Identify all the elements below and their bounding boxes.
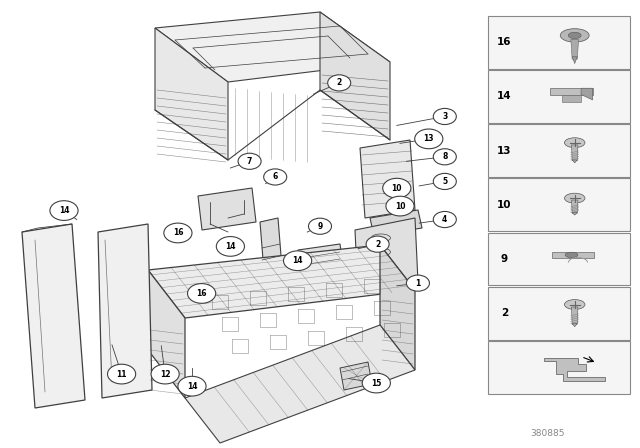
Text: 10: 10	[392, 184, 402, 193]
Circle shape	[433, 149, 456, 165]
Polygon shape	[562, 95, 581, 102]
Text: 14: 14	[225, 242, 236, 251]
Circle shape	[433, 211, 456, 228]
Circle shape	[415, 129, 443, 149]
Text: 13: 13	[497, 146, 511, 155]
Text: 9: 9	[317, 222, 323, 231]
Text: 6: 6	[273, 172, 278, 181]
Circle shape	[238, 153, 261, 169]
Text: 10: 10	[497, 200, 511, 210]
Circle shape	[108, 364, 136, 384]
FancyBboxPatch shape	[488, 233, 630, 285]
Text: 2: 2	[337, 78, 342, 87]
Text: 15: 15	[371, 379, 381, 388]
Polygon shape	[544, 358, 605, 381]
Polygon shape	[572, 307, 578, 324]
Circle shape	[308, 218, 332, 234]
Polygon shape	[185, 325, 415, 443]
Ellipse shape	[568, 32, 581, 39]
Ellipse shape	[564, 138, 585, 148]
Circle shape	[188, 284, 216, 303]
Polygon shape	[552, 252, 594, 258]
Circle shape	[328, 75, 351, 91]
Circle shape	[383, 178, 411, 198]
Ellipse shape	[564, 193, 585, 203]
Circle shape	[216, 237, 244, 256]
Polygon shape	[370, 210, 422, 236]
Circle shape	[151, 364, 179, 384]
Text: 4: 4	[442, 215, 447, 224]
Text: 8: 8	[442, 152, 447, 161]
Circle shape	[433, 173, 456, 190]
Circle shape	[50, 201, 78, 220]
Text: 16: 16	[173, 228, 183, 237]
Ellipse shape	[561, 29, 589, 42]
Polygon shape	[155, 12, 390, 82]
FancyBboxPatch shape	[488, 70, 630, 123]
Circle shape	[366, 236, 389, 252]
Polygon shape	[22, 224, 85, 408]
Polygon shape	[98, 224, 152, 398]
Text: 14: 14	[59, 206, 69, 215]
Polygon shape	[571, 39, 579, 59]
Polygon shape	[320, 12, 390, 140]
Text: 9: 9	[500, 254, 508, 264]
Polygon shape	[572, 323, 577, 327]
Circle shape	[433, 108, 456, 125]
Circle shape	[386, 196, 414, 216]
Polygon shape	[380, 245, 415, 370]
Circle shape	[362, 373, 390, 393]
Text: 14: 14	[292, 256, 303, 265]
Polygon shape	[581, 88, 593, 100]
Polygon shape	[148, 270, 185, 398]
Text: 2: 2	[375, 240, 380, 249]
Circle shape	[406, 275, 429, 291]
Ellipse shape	[565, 252, 578, 258]
Text: 1: 1	[415, 279, 420, 288]
Text: 11: 11	[116, 370, 127, 379]
Polygon shape	[260, 218, 282, 272]
Polygon shape	[155, 28, 228, 160]
Text: 12: 12	[160, 370, 170, 379]
Polygon shape	[572, 145, 578, 161]
FancyBboxPatch shape	[488, 178, 630, 231]
Polygon shape	[198, 188, 256, 230]
Polygon shape	[264, 268, 286, 299]
Polygon shape	[572, 200, 578, 213]
FancyBboxPatch shape	[488, 16, 630, 69]
Ellipse shape	[564, 300, 585, 310]
Text: 2: 2	[500, 308, 508, 318]
Circle shape	[164, 223, 192, 243]
Circle shape	[178, 376, 206, 396]
Text: 7: 7	[247, 157, 252, 166]
Polygon shape	[148, 245, 415, 318]
Text: 10: 10	[395, 202, 405, 211]
Polygon shape	[360, 140, 415, 218]
Polygon shape	[298, 244, 344, 278]
FancyBboxPatch shape	[488, 341, 630, 394]
Text: 14: 14	[497, 91, 511, 101]
Text: 5: 5	[442, 177, 447, 186]
Polygon shape	[572, 160, 577, 163]
Text: 13: 13	[424, 134, 434, 143]
Polygon shape	[572, 213, 577, 215]
Text: 14: 14	[187, 382, 197, 391]
Polygon shape	[550, 88, 593, 95]
Text: 16: 16	[497, 37, 511, 47]
FancyBboxPatch shape	[488, 287, 630, 340]
Polygon shape	[340, 362, 372, 390]
Circle shape	[284, 251, 312, 271]
Text: 16: 16	[196, 289, 207, 298]
Text: 3: 3	[442, 112, 447, 121]
Circle shape	[264, 169, 287, 185]
FancyBboxPatch shape	[488, 124, 630, 177]
Polygon shape	[572, 56, 577, 64]
Polygon shape	[355, 218, 418, 294]
Text: 380885: 380885	[530, 429, 564, 438]
